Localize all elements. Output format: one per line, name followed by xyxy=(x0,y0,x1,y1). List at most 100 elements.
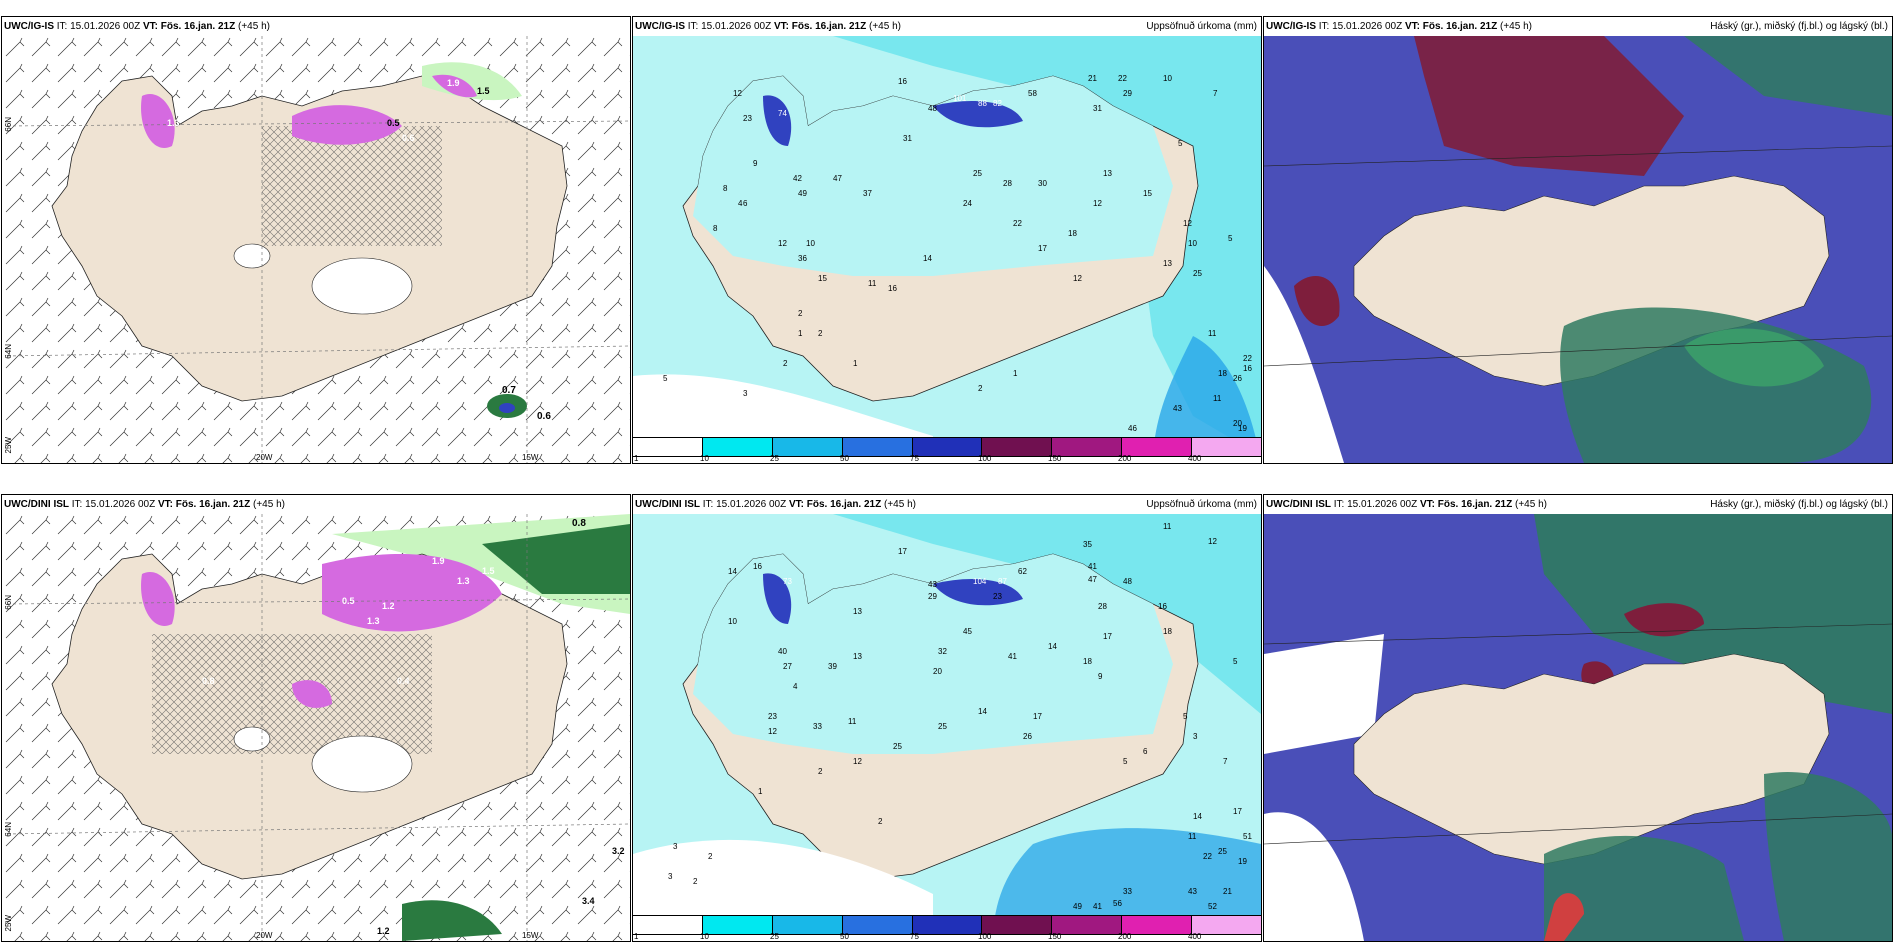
snow-area-westfjords xyxy=(141,572,175,626)
precip-value: 18 xyxy=(1068,229,1077,238)
precip-value: 22 xyxy=(1013,219,1022,228)
legend-label: 50 xyxy=(840,932,849,941)
snow-label: 0.5 xyxy=(387,118,400,128)
precip-value: 52 xyxy=(1208,902,1217,911)
precip-value: 41 xyxy=(1088,562,1097,571)
precip-value: 1 xyxy=(853,359,858,368)
precip-value: 11 xyxy=(1208,329,1217,338)
legend-swatch xyxy=(633,438,703,456)
precip-value: 43 xyxy=(1173,404,1182,413)
model-name: UWC/DINI ISL xyxy=(4,499,69,510)
snow-label: 0.7 xyxy=(502,385,516,396)
field-title: Uppsöfnuð úrkoma (mm) xyxy=(1146,499,1257,510)
precip-value: 43 xyxy=(928,580,937,589)
precip-value: 58 xyxy=(1028,89,1037,98)
init-time: IT: 15.01.2026 00Z xyxy=(56,21,141,32)
precip-value: 5 xyxy=(1228,234,1233,243)
precip-value: 19 xyxy=(1238,424,1247,433)
precip-value: 5 xyxy=(1178,139,1183,148)
precip-value: 29 xyxy=(928,592,937,601)
lead-time: (+45 h) xyxy=(1500,21,1532,32)
legend-swatch xyxy=(1192,916,1261,934)
snow-area-northeast xyxy=(432,74,477,98)
legend-label: 1 xyxy=(634,932,639,941)
precip-value: 21 xyxy=(1088,74,1097,83)
precip-value: 17 xyxy=(1233,807,1242,816)
cloud-high-north xyxy=(1414,36,1684,176)
cloud-high-south xyxy=(1544,893,1584,941)
snow-area-north xyxy=(322,554,502,632)
snow-label: 3.4 xyxy=(582,896,595,906)
legend-swatch xyxy=(842,916,913,934)
snow-area-northeast-green xyxy=(422,62,522,101)
glacier-vatnajokull xyxy=(311,735,413,793)
precip-value: 73 xyxy=(783,577,792,586)
legend-swatch xyxy=(1052,438,1123,456)
legend-label: 50 xyxy=(840,454,849,463)
precip-value: 5 xyxy=(1183,712,1188,721)
legend-swatch xyxy=(912,438,983,456)
precip-value: 11 xyxy=(848,717,857,726)
snow-core xyxy=(499,403,515,413)
precip-value: 82 xyxy=(993,99,1002,108)
precip-value: 16 xyxy=(1243,364,1252,373)
precip-value: 46 xyxy=(1128,424,1137,433)
init-time: IT: 15.01.2026 00Z xyxy=(71,499,156,510)
precip-value: 1 xyxy=(1013,369,1018,378)
wind-snow-map: 0.7 0.6 1.9 1.5 0.5 0.6 1.3 xyxy=(2,36,630,463)
precip-value: 12 xyxy=(733,89,742,98)
precip-value: 35 xyxy=(1083,540,1092,549)
panel-header: UWC/IG-IS IT: 15.01.2026 00Z VT: Fös. 16… xyxy=(2,17,630,36)
legend-swatch xyxy=(772,916,843,934)
snow-label: 1.9 xyxy=(447,78,460,88)
precip-value: 13 xyxy=(853,607,862,616)
legend-colorbar xyxy=(633,437,1261,457)
precip-value: 17 xyxy=(1038,244,1047,253)
precip-value: 74 xyxy=(778,109,787,118)
precip-value: 2 xyxy=(978,384,983,393)
init-time: IT: 15.01.2026 00Z xyxy=(1333,499,1418,510)
legend-label: 200 xyxy=(1118,454,1132,463)
precip-value: 5 xyxy=(1233,657,1238,666)
precip-value: 14 xyxy=(1193,812,1202,821)
precip-value: 45 xyxy=(963,627,972,636)
lon-label-15w: 15W xyxy=(522,453,539,462)
precip-value: 48 xyxy=(1123,577,1132,586)
precip-value: 20 xyxy=(1233,419,1242,428)
legend-swatch xyxy=(912,916,983,934)
glacier-vatnajokull xyxy=(311,257,413,315)
lead-time: (+45 h) xyxy=(238,21,270,32)
legend-label: 75 xyxy=(910,454,919,463)
legend-swatch xyxy=(842,438,913,456)
precip-value: 23 xyxy=(993,592,1002,601)
legend-label: 400 xyxy=(1188,454,1202,463)
snow-label: 1.5 xyxy=(482,566,495,576)
precip-value: 11 xyxy=(1188,832,1197,841)
cloud-high-west xyxy=(1294,276,1340,326)
precip-value: 2 xyxy=(818,767,823,776)
precip-map: 17 14 16 73 43 29 104 87 62 35 41 47 48 … xyxy=(633,514,1261,941)
precip-value: 8 xyxy=(723,184,728,193)
precip-value: 2 xyxy=(798,309,803,318)
precip-value: 4 xyxy=(793,682,798,691)
clear-area-southwest xyxy=(1264,812,1364,941)
legend-swatch xyxy=(1122,438,1193,456)
precip-value: 28 xyxy=(1098,602,1107,611)
precip-value: 32 xyxy=(938,647,947,656)
snow-area-northeast-dark xyxy=(482,524,630,594)
precip-value: 14 xyxy=(728,567,737,576)
precip-value: 9 xyxy=(1098,672,1103,681)
legend-swatch xyxy=(1192,438,1261,456)
precip-value: 12 xyxy=(853,757,862,766)
model-name: UWC/DINI ISL xyxy=(1266,499,1331,510)
precip-value: 2 xyxy=(708,852,713,861)
cloud-low-south xyxy=(1544,835,1744,941)
precip-value: 22 xyxy=(1118,74,1127,83)
precip-value: 49 xyxy=(1073,902,1082,911)
precip-value: 16 xyxy=(1158,602,1167,611)
precip-value: 3 xyxy=(743,389,748,398)
cloud-high-north xyxy=(1624,603,1704,637)
precip-value: 7 xyxy=(1223,757,1228,766)
graticule-64n xyxy=(6,823,630,835)
precip-value: 16 xyxy=(753,562,762,571)
